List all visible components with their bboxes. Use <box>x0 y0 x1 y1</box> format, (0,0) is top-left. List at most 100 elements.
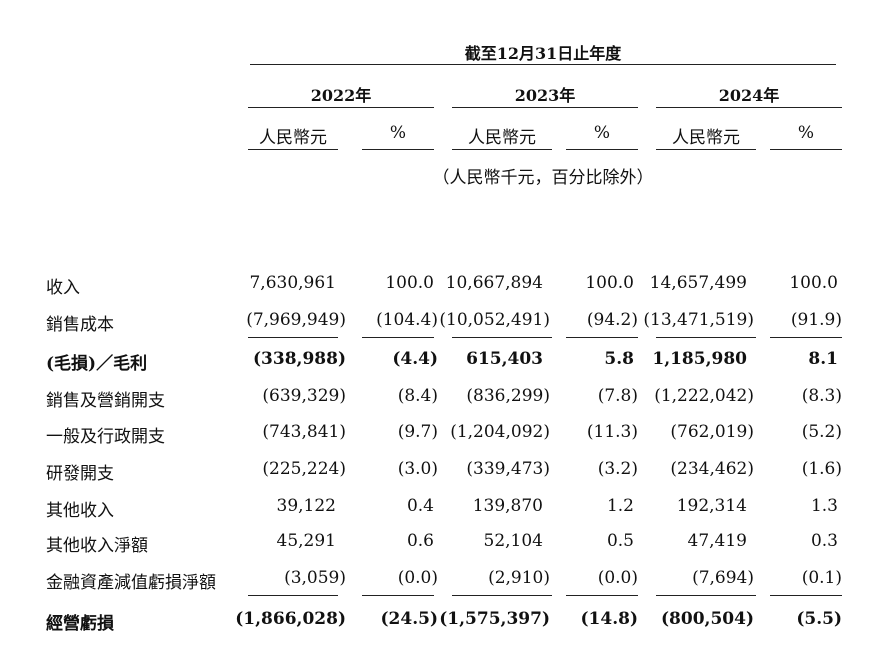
cell-rnd-2022-amount: (225,224) <box>262 459 346 479</box>
currency-header-2024: 人民幣元 <box>672 128 740 148</box>
year-2022-rule <box>248 107 434 108</box>
cell-admin-2023-amount: (1,204,092) <box>450 422 550 442</box>
cell-impairment-2023-amount: (2,910) <box>488 568 550 588</box>
subtotal-rule <box>452 337 552 338</box>
cell-other-income-2023-pct: 1.2 <box>606 496 634 516</box>
subheader-rule <box>248 149 338 150</box>
cell-impairment-2022-amount: (3,059) <box>284 568 346 588</box>
period-rule <box>250 64 836 65</box>
row-label-selling-expenses: 銷售及營銷開支 <box>46 391 165 411</box>
cell-revenue-2023-pct: 100.0 <box>585 273 634 293</box>
cell-cost-2023-amount: (10,052,491) <box>439 310 550 330</box>
cell-operating-loss-2024-amount: (800,504) <box>661 609 754 629</box>
cell-gross-2023-pct: 5.8 <box>604 349 634 369</box>
cell-selling-2023-pct: (7.8) <box>597 386 638 406</box>
cell-rnd-2024-amount: (234,462) <box>670 459 754 479</box>
currency-header-2022: 人民幣元 <box>259 128 327 148</box>
cell-selling-2023-amount: (836,299) <box>466 386 550 406</box>
cell-other-net-2022-pct: 0.6 <box>406 531 434 551</box>
cell-operating-loss-2023-pct: (14.8) <box>580 609 639 629</box>
year-2024-header: 2024年 <box>718 86 780 105</box>
cell-selling-2022-amount: (639,329) <box>262 386 346 406</box>
subheader-rule <box>770 149 842 150</box>
cell-impairment-2023-pct: (0.0) <box>597 568 638 588</box>
cell-revenue-2023-amount: 10,667,894 <box>445 273 543 293</box>
subtotal-rule <box>248 337 338 338</box>
year-2023-rule <box>452 107 638 108</box>
cell-operating-loss-2022-pct: (24.5) <box>380 609 439 629</box>
cell-gross-2022-pct: (4.4) <box>392 349 438 369</box>
percent-header-2024: % <box>797 123 815 143</box>
total-rule <box>248 595 338 596</box>
cell-revenue-2022-pct: 100.0 <box>385 273 434 293</box>
unit-note: （人民幣千元，百分比除外） <box>432 168 654 188</box>
cell-admin-2023-pct: (11.3) <box>586 422 638 442</box>
cell-other-net-2023-amount: 52,104 <box>483 531 543 551</box>
cell-rnd-2023-pct: (3.2) <box>597 459 638 479</box>
row-label-impairment-losses: 金融資產減值虧損淨額 <box>46 573 216 593</box>
cell-cost-2024-amount: (13,471,519) <box>643 310 754 330</box>
cell-revenue-2024-amount: 14,657,499 <box>649 273 747 293</box>
cell-other-income-2023-amount: 139,870 <box>472 496 543 516</box>
row-label-other-income: 其他收入 <box>46 501 114 521</box>
total-rule <box>656 595 756 596</box>
cell-gross-2024-pct: 8.1 <box>808 349 838 369</box>
cell-impairment-2024-pct: (0.1) <box>801 568 842 588</box>
year-2022-header: 2022年 <box>310 86 372 105</box>
cell-selling-2024-pct: (8.3) <box>801 386 842 406</box>
subheader-rule <box>362 149 434 150</box>
cell-other-income-2022-pct: 0.4 <box>406 496 434 516</box>
cell-rnd-2022-pct: (3.0) <box>397 459 438 479</box>
cell-admin-2024-pct: (5.2) <box>801 422 842 442</box>
subheader-rule <box>566 149 638 150</box>
cell-other-income-2022-amount: 39,122 <box>276 496 336 516</box>
subtotal-rule <box>656 337 756 338</box>
row-label-gross-profit: (毛損)／毛利 <box>46 354 148 374</box>
year-2023-header: 2023年 <box>514 86 576 105</box>
cell-admin-2022-amount: (743,841) <box>262 422 346 442</box>
percent-header-2022: % <box>389 123 407 143</box>
subheader-rule <box>452 149 552 150</box>
cell-gross-2024-amount: 1,185,980 <box>652 349 747 369</box>
total-rule <box>770 595 842 596</box>
cell-operating-loss-2024-pct: (5.5) <box>796 609 842 629</box>
subtotal-rule <box>566 337 638 338</box>
cell-admin-2022-pct: (9.7) <box>397 422 438 442</box>
cell-cost-2022-amount: (7,969,949) <box>246 310 346 330</box>
cell-operating-loss-2022-amount: (1,866,028) <box>235 609 346 629</box>
cell-operating-loss-2023-amount: (1,575,397) <box>439 609 550 629</box>
cell-other-net-2024-pct: 0.3 <box>810 531 838 551</box>
cell-other-net-2023-pct: 0.5 <box>606 531 634 551</box>
total-rule <box>452 595 552 596</box>
cell-other-net-2022-amount: 45,291 <box>276 531 336 551</box>
subtotal-rule <box>770 337 842 338</box>
row-label-admin-expenses: 一般及行政開支 <box>46 427 165 447</box>
row-label-other-net-income: 其他收入淨額 <box>46 536 148 556</box>
cell-gross-2022-amount: (338,988) <box>253 349 346 369</box>
cell-revenue-2024-pct: 100.0 <box>789 273 838 293</box>
subheader-rule <box>656 149 756 150</box>
cell-impairment-2022-pct: (0.0) <box>397 568 438 588</box>
currency-header-2023: 人民幣元 <box>468 128 536 148</box>
cell-cost-2024-pct: (91.9) <box>790 310 842 330</box>
cell-revenue-2022-amount: 7,630,961 <box>249 273 336 293</box>
subtotal-rule <box>362 337 434 338</box>
cell-other-net-2024-amount: 47,419 <box>687 531 747 551</box>
row-label-cost-of-sales: 銷售成本 <box>46 315 114 335</box>
year-2024-rule <box>656 107 842 108</box>
row-label-operating-loss: 經營虧損 <box>46 614 114 634</box>
cell-rnd-2023-amount: (339,473) <box>466 459 550 479</box>
cell-selling-2022-pct: (8.4) <box>397 386 438 406</box>
cell-other-income-2024-amount: 192,314 <box>676 496 747 516</box>
cell-selling-2024-amount: (1,222,042) <box>654 386 754 406</box>
cell-gross-2023-amount: 615,403 <box>466 349 543 369</box>
cell-other-income-2024-pct: 1.3 <box>810 496 838 516</box>
cell-cost-2022-pct: (104.4) <box>376 310 438 330</box>
row-label-rnd-expenses: 研發開支 <box>46 464 114 484</box>
total-rule <box>566 595 638 596</box>
cell-cost-2023-pct: (94.2) <box>586 310 638 330</box>
row-label-revenue: 收入 <box>46 278 80 298</box>
cell-impairment-2024-amount: (7,694) <box>692 568 754 588</box>
total-rule <box>362 595 434 596</box>
cell-admin-2024-amount: (762,019) <box>670 422 754 442</box>
